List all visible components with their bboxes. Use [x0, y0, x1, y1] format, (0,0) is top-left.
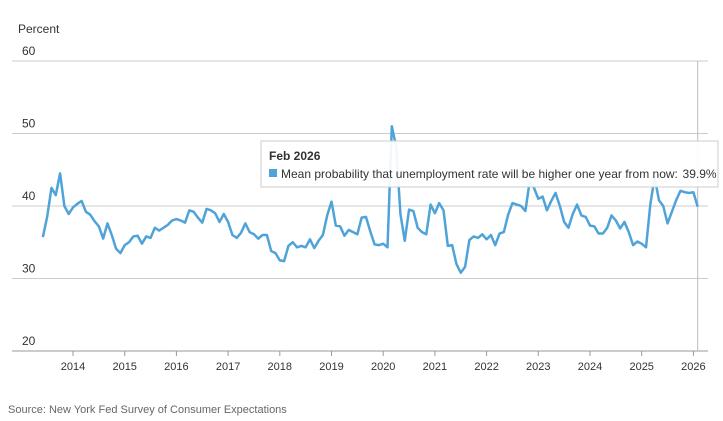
source-note: Source: New York Fed Survey of Consumer … — [8, 404, 287, 416]
x-tick-label: 2020 — [371, 361, 395, 373]
x-tick-label: 2018 — [268, 361, 292, 373]
tooltip-value: 39.9% — [683, 167, 717, 181]
y-axis-label: Percent — [18, 22, 60, 36]
tooltip-series-name: Mean probability that unemployment rate … — [281, 167, 675, 181]
x-tick-label: 2026 — [681, 361, 705, 373]
x-tick-label: 2024 — [578, 361, 602, 373]
tooltip-box — [260, 140, 719, 188]
data-line — [41, 125, 699, 274]
tooltip: Feb 2026 Mean probability that unemployme… — [260, 140, 719, 188]
x-tick-label: 2025 — [629, 361, 653, 373]
y-tick-label: 20 — [22, 334, 36, 348]
x-tick-label: 2022 — [474, 361, 498, 373]
x-tick-label: 2015 — [112, 361, 136, 373]
tooltip-marker — [269, 169, 277, 177]
y-tick-label: 50 — [22, 117, 36, 131]
x-tick-label: 2014 — [61, 361, 85, 373]
x-tick-label: 2019 — [319, 361, 343, 373]
x-tick-label: 2016 — [164, 361, 188, 373]
x-tick-label: 2023 — [526, 361, 550, 373]
tooltip-title: Feb 2026 — [269, 149, 321, 163]
x-tick-label: 2017 — [216, 361, 240, 373]
tooltip-separator: : — [675, 167, 678, 181]
y-tick-label: 60 — [22, 44, 36, 58]
y-tick-label: 40 — [22, 189, 36, 203]
x-tick-label: 2021 — [423, 361, 447, 373]
y-tick-label: 30 — [22, 262, 36, 276]
